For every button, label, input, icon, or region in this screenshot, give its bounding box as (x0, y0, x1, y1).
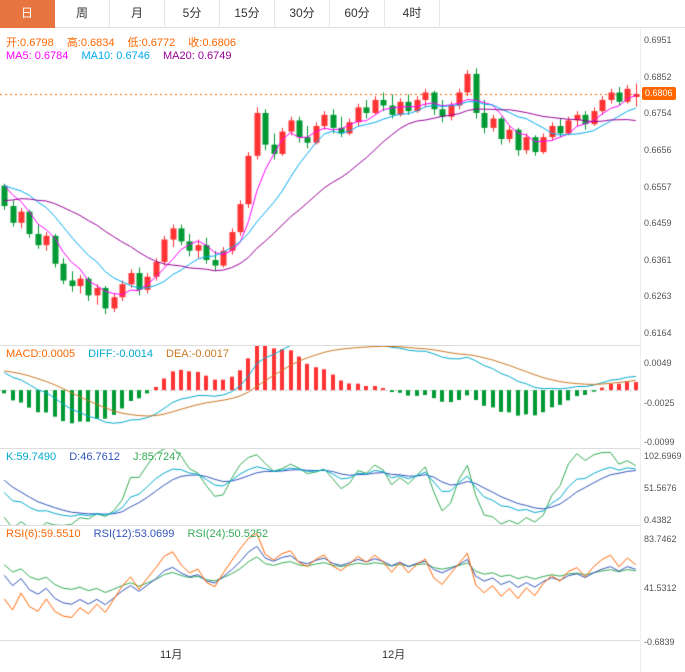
price-axis-label: 0.6459 (644, 218, 672, 228)
kdj-readout: K:59.7490 D:46.7612 J:85.7247 (6, 451, 191, 463)
timeframe-toolbar: 日 周 月 5分 15分 30分 60分 4时 (0, 0, 685, 28)
dea-value: DEA:-0.0017 (166, 348, 230, 360)
macd-value: MACD:0.0005 (6, 348, 76, 360)
ma10-value: MA10: 0.6746 (81, 50, 150, 62)
tab-day[interactable]: 日 (0, 0, 55, 28)
price-axis-label: 0.6754 (644, 108, 672, 118)
rsi24-value: RSI(24):50.5252 (187, 528, 269, 540)
low-value: 低:0.6772 (127, 37, 176, 49)
kdj-panel: K:59.7490 D:46.7612 J:85.7247 (0, 448, 640, 526)
ma5-value: MA5: 0.6784 (6, 50, 69, 62)
price-axis-label: 0.6263 (644, 291, 672, 301)
rsi-axis-label: -0.6839 (644, 637, 675, 647)
d-value: D:46.7612 (69, 451, 120, 463)
j-value: J:85.7247 (133, 451, 182, 463)
tab-week[interactable]: 周 (55, 0, 110, 28)
macd-panel: MACD:0.0005 DIFF:-0.0014 DEA:-0.0017 (0, 345, 640, 449)
diff-value: DIFF:-0.0014 (88, 348, 153, 360)
price-axis-label: 0.6951 (644, 35, 672, 45)
candlestick-chart-canvas[interactable] (0, 28, 640, 345)
kdj-axis-label: 0.4382 (644, 515, 672, 525)
kdj-chart-canvas[interactable] (0, 449, 640, 526)
time-axis-label-dec: 12月 (382, 649, 406, 661)
macd-chart-canvas[interactable] (0, 346, 640, 449)
rsi-axis-label: 83.7462 (644, 534, 677, 544)
tab-60min[interactable]: 60分 (330, 0, 385, 28)
kdj-axis-label: 102.6969 (644, 451, 682, 461)
time-axis-label-nov: 11月 (160, 649, 183, 661)
price-axis-label: 0.6656 (644, 145, 672, 155)
macd-readout: MACD:0.0005 DIFF:-0.0014 DEA:-0.0017 (6, 348, 239, 360)
ma20-value: MA20: 0.6749 (163, 50, 232, 62)
ma-readout: MA5: 0.6784 MA10: 0.6746 MA20: 0.6749 (6, 50, 242, 62)
rsi-chart-canvas[interactable] (0, 526, 640, 641)
open-value: 开:0.6798 (6, 37, 54, 49)
rsi-axis-label: 41.5312 (644, 583, 677, 593)
rsi-readout: RSI(6):59.5510 RSI(12):53.0699 RSI(24):5… (6, 528, 278, 540)
tab-month[interactable]: 月 (110, 0, 165, 28)
time-axis: 11月 12月 (0, 640, 640, 672)
price-axis-label: 0.6557 (644, 182, 672, 192)
macd-axis-label: -0.0025 (644, 398, 675, 408)
kdj-axis-label: 51.5676 (644, 483, 677, 493)
k-value: K:59.7490 (6, 451, 57, 463)
rsi6-value: RSI(6):59.5510 (6, 528, 81, 540)
macd-axis-label: -0.0099 (644, 437, 675, 447)
price-axis-label: 0.6852 (644, 72, 672, 82)
candlestick-panel: 开:0.6798 高:0.6834 低:0.6772 收:0.6806 MA5:… (0, 28, 640, 345)
tab-15min[interactable]: 15分 (220, 0, 275, 28)
tab-30min[interactable]: 30分 (275, 0, 330, 28)
rsi-panel: RSI(6):59.5510 RSI(12):53.0699 RSI(24):5… (0, 525, 640, 641)
current-price-badge: 0.6806 (642, 87, 676, 100)
ohlc-readout: 开:0.6798 高:0.6834 低:0.6772 收:0.6806 (6, 34, 246, 50)
price-axis-label: 0.6164 (644, 328, 672, 338)
right-axis: 0.6951 0.6852 0.6754 0.6656 0.6557 0.645… (640, 28, 685, 672)
tab-5min[interactable]: 5分 (165, 0, 220, 28)
high-value: 高:0.6834 (66, 37, 115, 49)
rsi12-value: RSI(12):53.0699 (93, 528, 175, 540)
close-value: 收:0.6806 (188, 37, 236, 49)
macd-axis-label: 0.0049 (644, 358, 672, 368)
price-axis-label: 0.6361 (644, 255, 672, 265)
tab-4hour[interactable]: 4时 (385, 0, 440, 28)
